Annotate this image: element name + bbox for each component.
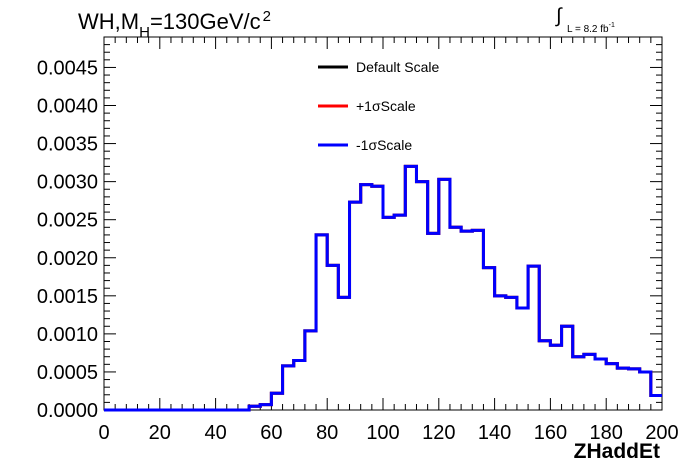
y-tick-label: 0.0010 — [37, 324, 98, 346]
legend-entry-label: -1σScale — [356, 137, 412, 153]
legend-entry-label: +1σScale — [356, 98, 416, 114]
title-superscript: 2 — [262, 8, 271, 25]
y-tick-label: 0.0005 — [37, 362, 98, 384]
y-tick-label: 0.0045 — [37, 57, 98, 79]
x-axis-title: ZHaddEt — [573, 440, 660, 463]
x-tick-label: 0 — [98, 422, 109, 444]
x-tick-label: 60 — [260, 422, 282, 444]
y-tick-label: 0.0000 — [37, 400, 98, 422]
y-tick-label: 0.0015 — [37, 286, 98, 308]
x-tick-label: 80 — [316, 422, 338, 444]
title-subscript: H — [139, 24, 150, 41]
x-tick-label: 100 — [366, 422, 399, 444]
x-tick-label: 180 — [590, 422, 623, 444]
title-text-rest: =130GeV/c — [149, 9, 261, 34]
y-tick-label: 0.0020 — [37, 248, 98, 270]
y-tick-label: 0.0040 — [37, 96, 98, 118]
title-text: WH,M — [78, 9, 140, 34]
integral-symbol: ∫ — [556, 5, 562, 27]
y-tick-label: 0.0030 — [37, 172, 98, 194]
x-tick-label: 200 — [645, 422, 678, 444]
x-tick-label: 160 — [534, 422, 567, 444]
x-tick-label: 140 — [478, 422, 511, 444]
histogram-series-2 — [104, 164, 662, 412]
luminosity-unit-exponent: -1 — [608, 22, 615, 29]
x-tick-label: 40 — [204, 422, 226, 444]
plot-title: WH,MH=130GeV/c 2 — [78, 8, 271, 41]
x-tick-label: 20 — [149, 422, 171, 444]
legend-entry-label: Default Scale — [356, 59, 439, 75]
x-tick-label: 120 — [422, 422, 455, 444]
y-tick-label: 0.0025 — [37, 210, 98, 232]
y-tick-label: 0.0035 — [37, 134, 98, 156]
plot-frame — [103, 36, 663, 411]
luminosity-value: L = 8.2 fb — [567, 24, 609, 35]
luminosity-text: L = 8.2 fb-1 — [567, 22, 615, 35]
